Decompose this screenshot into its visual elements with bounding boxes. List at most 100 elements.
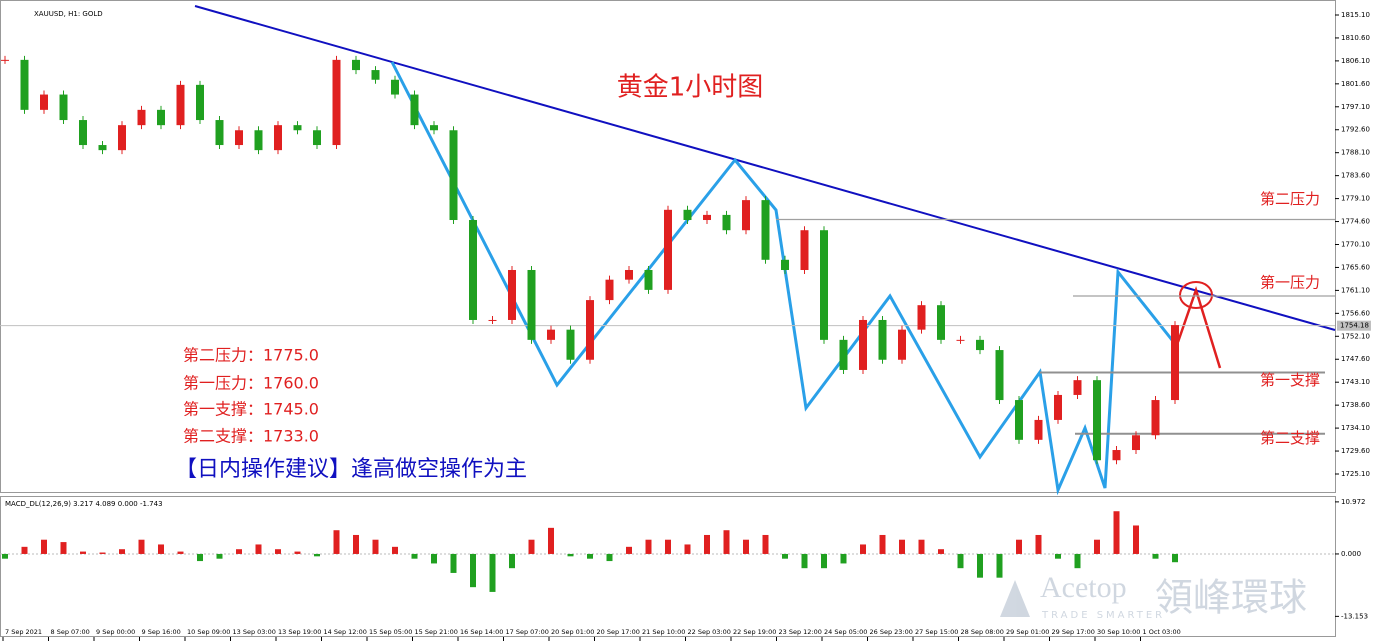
last-price-label: 1754.18	[1340, 322, 1369, 330]
candle-body	[98, 145, 107, 151]
candle-body	[79, 120, 87, 146]
y-tick-label: 1738.60	[1341, 401, 1370, 409]
y-tick-label: 1734.10	[1341, 424, 1370, 432]
candle-body	[859, 319, 867, 370]
macd-bar	[704, 534, 710, 554]
macd-bar	[567, 553, 574, 557]
level-label: 第二压力：1775.0	[183, 346, 319, 365]
candle-body	[781, 259, 789, 270]
candle-body	[761, 200, 770, 260]
candle-body	[176, 84, 185, 126]
candle-body	[995, 350, 1004, 401]
candle-body	[488, 319, 497, 321]
candle-body	[137, 109, 146, 126]
x-tick-label: 16 Sep 14:00	[460, 628, 503, 636]
macd-bar	[509, 553, 515, 569]
y-tick-label: 1797.10	[1341, 103, 1370, 111]
y-tick-label: 0.000	[1341, 550, 1361, 558]
macd-bar	[2, 553, 8, 559]
macd-bar	[489, 553, 496, 592]
x-tick-label: 28 Sep 08:00	[961, 628, 1004, 636]
candle-body	[332, 59, 341, 146]
y-tick-label: 1815.10	[1341, 11, 1370, 19]
macd-bar	[879, 534, 886, 554]
candle-body	[313, 130, 321, 146]
x-tick-label: 29 Sep 01:00	[1006, 628, 1049, 636]
candle-body	[1015, 400, 1023, 440]
macd-bar	[275, 549, 281, 554]
x-tick-label: 14 Sep 12:00	[324, 628, 367, 636]
macd-bar	[197, 553, 203, 562]
candle-body	[664, 209, 672, 290]
candle-body	[800, 230, 809, 270]
x-tick-label: 9 Sep 00:00	[96, 628, 135, 636]
y-tick-label: 1761.10	[1341, 286, 1370, 294]
y-tick-label: -13.153	[1341, 612, 1368, 620]
macd-title: MACD_DL(12,26,9) 3.217 4.089 0.000 -1.74…	[5, 500, 163, 508]
macd-bar	[119, 549, 125, 554]
x-tick-label: 24 Sep 05:00	[824, 628, 867, 636]
macd-bar	[353, 534, 359, 554]
macd-bar	[80, 551, 86, 554]
candle-body	[820, 230, 828, 340]
x-tick-label: 23 Sep 12:00	[779, 628, 822, 636]
candle-body	[449, 130, 458, 221]
y-tick-label: 1765.60	[1341, 263, 1370, 271]
candle-body	[586, 300, 594, 360]
candle-body	[937, 305, 945, 340]
x-tick-label: 29 Sep 17:00	[1052, 628, 1095, 636]
x-tick-label: 30 Sep 10:00	[1097, 628, 1140, 636]
macd-bar	[684, 544, 691, 554]
candle-body	[566, 329, 575, 360]
candle-body	[254, 130, 263, 151]
y-tick-label: 1770.10	[1341, 240, 1370, 248]
y-tick-label: 1801.60	[1341, 80, 1370, 88]
macd-bar	[1074, 553, 1081, 569]
candle-body	[605, 279, 614, 301]
macd-bar	[606, 553, 613, 562]
macd-bar	[1094, 539, 1100, 554]
level-label: 第一压力：1760.0	[183, 374, 319, 393]
candle-body	[1151, 400, 1160, 436]
candle-body	[547, 329, 555, 340]
y-tick-label: 1756.60	[1341, 309, 1370, 317]
macd-bar	[314, 553, 320, 557]
forecast-arrow	[1176, 285, 1222, 369]
macd-bar	[392, 546, 398, 554]
macd-bar	[431, 553, 437, 564]
macd-bar	[938, 549, 944, 554]
macd-bar	[1035, 534, 1042, 554]
level-label: 第二支撑：1733.0	[183, 427, 319, 446]
candle-body	[878, 319, 887, 360]
x-tick-label: 22 Sep 19:00	[733, 628, 776, 636]
x-tick-label: 20 Sep 17:00	[597, 628, 640, 636]
x-tick-label: 20 Sep 01:00	[551, 628, 594, 636]
y-tick-label: 1729.60	[1341, 447, 1370, 455]
macd-bar	[177, 551, 184, 554]
swing-lines	[390, 61, 1178, 496]
candle-body	[274, 125, 282, 151]
macd-bar	[450, 553, 457, 573]
y-tick-label: 1752.10	[1341, 332, 1370, 340]
candle-body	[1093, 380, 1101, 461]
chart-title: 黄金1小时图	[617, 73, 764, 103]
macd-bar	[723, 530, 730, 554]
candle-body	[683, 209, 692, 221]
candle-body	[508, 269, 516, 320]
symbol-header: XAUUSD, H1: GOLD	[34, 10, 103, 18]
macd-bar	[996, 553, 1003, 578]
macd-bar	[158, 544, 164, 554]
macd-bar	[236, 549, 242, 554]
x-tick-label: 21 Sep 10:00	[642, 628, 685, 636]
macd-bar	[645, 539, 652, 554]
macd-bar	[216, 553, 223, 559]
candle-body	[976, 339, 984, 351]
x-tick-label: 1 Oct 03:00	[1143, 628, 1181, 636]
macd-bar	[840, 553, 847, 564]
macd-bar	[587, 553, 593, 559]
y-tick-label: 1774.60	[1341, 218, 1370, 226]
y-tick-label: 1792.60	[1341, 126, 1370, 134]
candle-body	[1034, 419, 1043, 440]
macd-bar	[1133, 525, 1139, 554]
macd-bar	[21, 546, 28, 554]
